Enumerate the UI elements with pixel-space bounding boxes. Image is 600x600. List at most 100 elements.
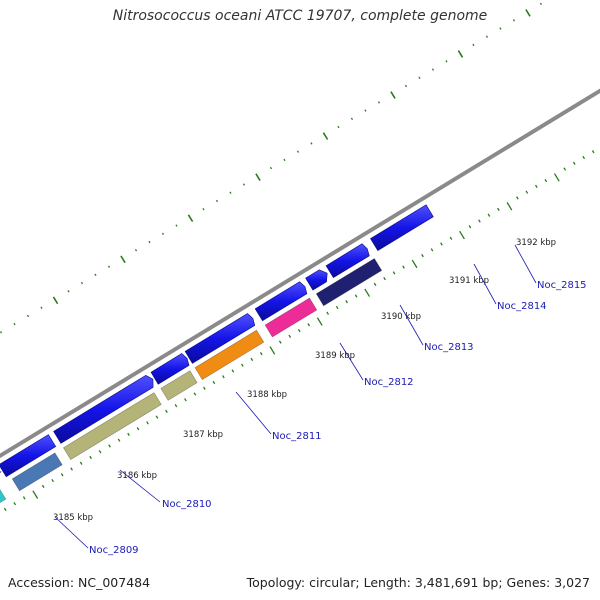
gene-label: Noc_2809 bbox=[89, 545, 139, 556]
ruler-tick bbox=[288, 334, 292, 338]
outer-scale-tick bbox=[472, 43, 475, 47]
outer-scale-tick bbox=[539, 2, 543, 6]
gene-leader-line bbox=[473, 263, 497, 305]
ruler-tick bbox=[146, 421, 149, 425]
outer-scale-tick bbox=[120, 255, 126, 264]
outer-scale-tick bbox=[377, 101, 381, 104]
outer-scale-tick bbox=[242, 183, 246, 186]
backbone-line bbox=[0, 88, 600, 459]
outer-scale-tick bbox=[337, 125, 340, 129]
outer-scale-tick bbox=[187, 214, 194, 223]
gene-block bbox=[62, 392, 162, 461]
ruler-tick bbox=[108, 444, 111, 448]
outer-scale-tick bbox=[94, 273, 97, 277]
ruler-tick bbox=[41, 484, 45, 488]
tick-label: 3188 kbp bbox=[247, 390, 287, 400]
ruler-tick bbox=[22, 496, 26, 500]
gene-block bbox=[315, 258, 383, 307]
ruler-tick bbox=[259, 352, 263, 356]
outer-scale-tick bbox=[457, 50, 464, 58]
outer-scale-tick bbox=[445, 60, 448, 63]
outer-scale-tick bbox=[215, 199, 219, 203]
gene-track bbox=[0, 258, 383, 503]
tick-label: 3190 kbp bbox=[381, 312, 421, 322]
ruler-tick bbox=[32, 490, 39, 499]
ruler-tick bbox=[60, 473, 64, 477]
tick-label: 3191 kbp bbox=[449, 276, 489, 286]
outer-scale-tick bbox=[499, 27, 502, 30]
ruler-tick bbox=[591, 150, 595, 154]
ruler-tick bbox=[326, 311, 330, 315]
outer-scale-tick bbox=[175, 224, 178, 227]
tick-label: 3185 kbp bbox=[53, 513, 93, 523]
ruler-tick bbox=[345, 300, 348, 304]
cds-track bbox=[0, 204, 434, 478]
gene-label: Noc_2813 bbox=[424, 342, 474, 353]
ruler-tick bbox=[184, 398, 187, 402]
ruler-tick bbox=[79, 461, 83, 465]
cds-arrow bbox=[370, 204, 434, 252]
outer-scale-tick bbox=[255, 173, 261, 181]
gene-label: Noc_2812 bbox=[364, 377, 414, 388]
ruler-tick bbox=[297, 328, 301, 333]
outer-scale-tick bbox=[310, 142, 313, 145]
ruler-tick bbox=[411, 259, 418, 269]
ruler-tick bbox=[89, 455, 92, 460]
gene-block bbox=[0, 489, 7, 503]
cds-arrow bbox=[325, 243, 370, 279]
gene-block bbox=[194, 329, 265, 381]
outer-scale-tick bbox=[161, 232, 165, 235]
outer-scale-tick bbox=[512, 19, 516, 22]
tick-label: 3186 kbp bbox=[117, 471, 157, 481]
outer-scale-tick bbox=[40, 306, 43, 309]
ruler-tick bbox=[563, 167, 567, 171]
gene-label: Noc_2810 bbox=[162, 499, 212, 510]
outer-scale-tick bbox=[107, 265, 111, 268]
ruler-tick bbox=[440, 242, 443, 246]
gene-label: Noc_2815 bbox=[537, 280, 587, 291]
ruler-tick bbox=[117, 438, 121, 442]
ruler-tick bbox=[250, 357, 254, 362]
ruler-tick bbox=[383, 277, 386, 281]
accession-text: Accession: NC_007484 bbox=[8, 575, 151, 590]
ruler-tick bbox=[127, 432, 130, 437]
outer-scale-tick bbox=[525, 9, 531, 17]
ruler-tick bbox=[402, 265, 405, 269]
ruler-tick bbox=[174, 403, 178, 408]
outer-scale-tick bbox=[13, 322, 16, 326]
ruler-tick bbox=[307, 323, 311, 327]
ruler-tick bbox=[373, 282, 377, 287]
gene-leader-line bbox=[54, 516, 89, 549]
outer-scale-dots bbox=[0, 2, 543, 334]
outer-scale-tick bbox=[26, 314, 30, 318]
ruler-tick bbox=[269, 346, 276, 355]
ruler-tick bbox=[212, 380, 216, 385]
ruler-tick bbox=[364, 288, 371, 297]
ruler-tick bbox=[449, 236, 453, 240]
gene-labels: Noc_2809 Noc_2810 Noc_2811 Noc_2812 Noc_2813… bbox=[54, 244, 587, 556]
ruler-tick bbox=[506, 202, 513, 211]
ruler-tick bbox=[392, 271, 396, 275]
gene-leader-line bbox=[399, 304, 424, 346]
ruler-tick bbox=[354, 294, 358, 298]
ruler-tick bbox=[165, 409, 168, 413]
gene-label: Noc_2811 bbox=[272, 431, 322, 442]
ruler-tick bbox=[430, 248, 434, 252]
outer-scale-tick bbox=[404, 84, 408, 88]
ruler-tick bbox=[51, 478, 55, 483]
outer-scale-tick bbox=[52, 296, 59, 305]
ruler-tick bbox=[497, 207, 500, 212]
ruler-tick bbox=[98, 450, 102, 454]
outer-scale-tick bbox=[418, 76, 421, 79]
outer-scale-tick bbox=[148, 240, 151, 244]
ruler-tick bbox=[572, 161, 576, 165]
cds-arrow bbox=[53, 374, 154, 444]
cds-arrow bbox=[184, 313, 256, 364]
ruler-tick bbox=[544, 178, 548, 183]
ruler-tick bbox=[516, 196, 519, 200]
outer-scale-tick bbox=[390, 91, 396, 99]
ruler-tick bbox=[203, 386, 206, 390]
outer-scale-tick bbox=[229, 191, 232, 194]
scale-ruler: 3185 kbp 3186 kbp 3187 kbp 3188 kbp 3189 kbp… bbox=[3, 150, 595, 523]
